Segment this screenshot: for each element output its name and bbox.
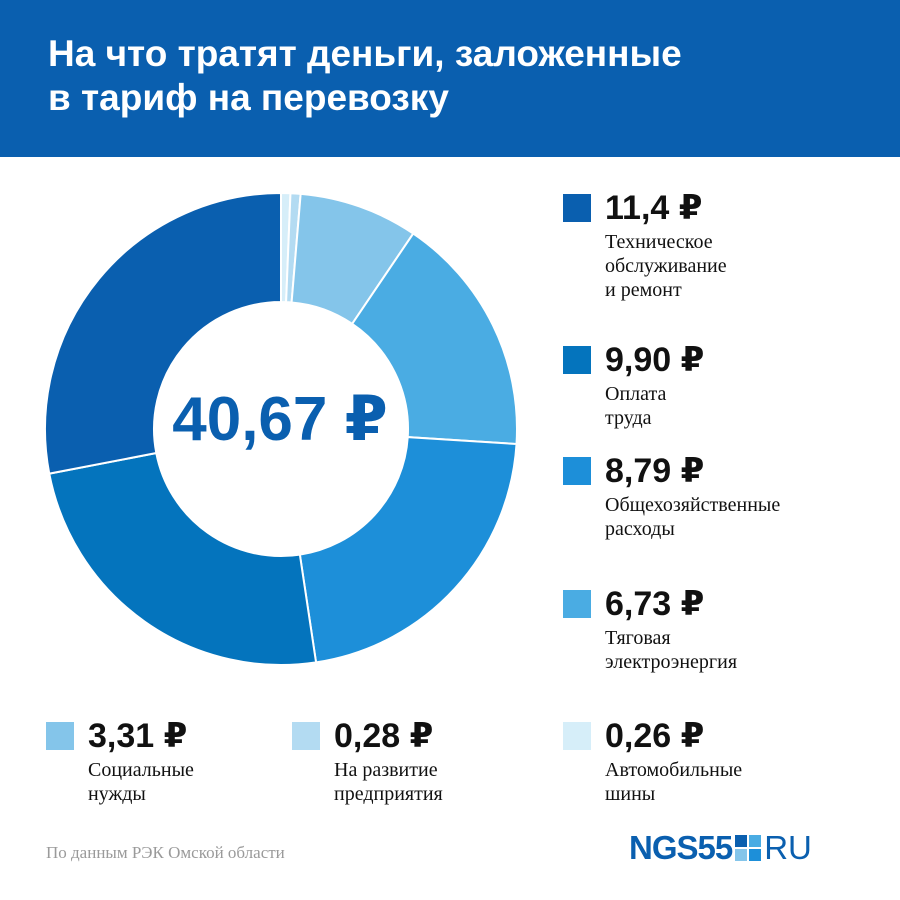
legend-label: Техническое обслуживание и ремонт [605, 231, 727, 301]
donut-chart [44, 191, 518, 666]
source-note: По данным РЭК Омской области [46, 843, 285, 862]
logo-mark-tile [749, 849, 762, 861]
legend-swatch [563, 457, 591, 485]
donut-slice-overhead [298, 436, 518, 664]
legend-swatch [563, 194, 591, 222]
title-line-1: На что тратят деньги, заложенные [48, 33, 682, 74]
legend-value: 6,73 ₽ [605, 585, 705, 623]
legend-swatch [563, 722, 591, 750]
logo-mark-tile [749, 835, 762, 847]
legend-value: 9,90 ₽ [605, 341, 705, 379]
legend-swatch [292, 722, 320, 750]
logo-mark-tile [735, 835, 748, 847]
ngs55-logo[interactable]: NGS55 RU [629, 826, 812, 870]
legend-label: Общехозяйственные расходы [605, 494, 781, 540]
legend-swatch [563, 590, 591, 618]
legend-label: Тяговая электроэнергия [605, 627, 738, 673]
title-line-2: в тариф на перевозку [48, 77, 449, 118]
donut-slice-traction-power [350, 232, 518, 446]
legend-label: Оплата труда [605, 383, 667, 429]
logo-mark-tile [735, 849, 748, 861]
legend-label: Социальные нужды [88, 759, 194, 805]
logo-text-left: NGS55 [629, 829, 733, 866]
legend-value: 8,79 ₽ [605, 452, 705, 490]
logo-mark-icon [735, 835, 762, 861]
legend-value: 11,4 ₽ [605, 189, 703, 227]
donut-slice-wages [48, 451, 318, 666]
legend-label: Автомобильные шины [605, 759, 743, 805]
legend-value: 0,26 ₽ [605, 717, 705, 755]
legend-swatch [563, 346, 591, 374]
legend-value: 3,31 ₽ [88, 717, 188, 755]
legend-value: 0,28 ₽ [334, 717, 434, 755]
logo-text-right: RU [764, 829, 812, 866]
donut-slice-maintenance [44, 191, 282, 475]
legend-label: На развитие предприятия [334, 759, 443, 805]
center-total: 40,67 ₽ [172, 385, 388, 454]
legend-swatch [46, 722, 74, 750]
header-banner: На что тратят деньги, заложенные в тариф… [0, 0, 900, 157]
